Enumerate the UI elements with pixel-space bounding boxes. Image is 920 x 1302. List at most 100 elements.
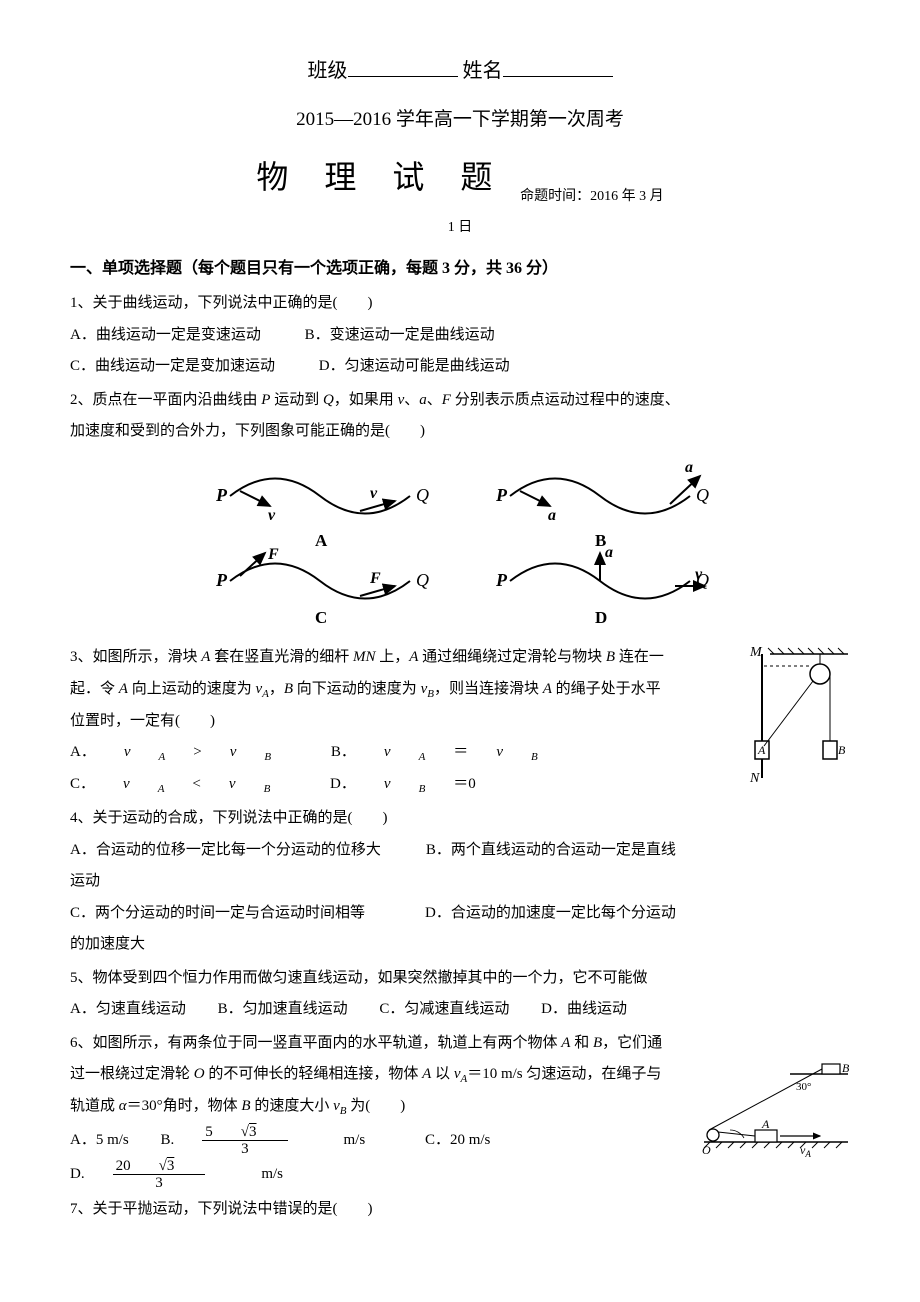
q6-B2: B [241,1098,250,1114]
q6-t8: 的速度大小 [251,1098,334,1114]
q3-s9: 向下运动的速度为 [293,681,421,697]
q3-s7: 向上运动的速度为 [128,681,256,697]
q3-s3: 上， [375,649,409,665]
q6oB-rad: 3 [249,1124,257,1141]
q2-stem: 2、质点在一平面内沿曲线由 P 运动到 Q，如果用 v、a、F 分别表示质点运动… [70,385,850,417]
q6-l1: 6、如图所示，有两条位于同一竖直平面内的水平轨道，轨道上有两个物体 A 和 B，… [70,1028,850,1060]
q6oB-u: m/s [344,1130,366,1151]
q6-O: O [194,1066,205,1082]
q3-line3: 位置时，一定有( ) [70,706,850,738]
q2-t4: 、 [404,392,419,408]
q3-A3: A [119,681,128,697]
q6-alpha: α [119,1098,127,1114]
q3-optD: D．vB＝0 [330,769,504,801]
q1-optB: B．变速运动一定是曲线运动 [305,320,495,352]
q3-s1: 3、如图所示，滑块 [70,649,201,665]
q6-eq: ＝10 m/s 匀速运动，在绳子与 [467,1066,661,1082]
q3oA-s2: B [264,746,271,769]
q5-A: A．匀速直线运动 [70,994,186,1026]
q3oC-pre: C． [70,769,95,801]
q2-F: F [442,392,451,408]
q6oB-num: 5 [205,1124,213,1141]
class-label: 班级 [308,60,348,82]
q6-oA: A．5 m/s [70,1130,129,1151]
q6-t7: ＝30°角时，物体 [127,1098,242,1114]
q6-figure: B O A vA 30° [700,1062,850,1175]
q3-line1: 3、如图所示，滑块 A 套在竖直光滑的细杆 MN 上，A 通过细绳绕过定滑轮与物… [70,642,850,674]
q3oC-rel: < [192,769,200,801]
q3-vBsub: B [427,688,434,700]
q3oB-s2: B [531,746,538,769]
q3-s5: 连在一 [615,649,664,665]
q2D-P: P [495,570,508,590]
q3-s10: ，则当连接滑块 [434,681,543,697]
class-blank [348,56,458,77]
q6-angle: 30° [796,1081,811,1093]
q6-A2: A [422,1066,431,1082]
q6oD-num: 20 [116,1158,131,1175]
q3-M: M [749,645,763,660]
q2A-label: A [315,531,328,550]
q3oB-v2: v [496,737,503,769]
q3oC-v1: v [123,769,130,801]
q3oB-s1: A [419,746,426,769]
q1-optD: D．匀速运动可能是曲线运动 [319,351,510,383]
q6-t5: 以 [431,1066,454,1082]
q2-t3: ，如果用 [334,392,398,408]
q3oA-v2: v [230,737,237,769]
name-label: 姓名 [463,60,503,82]
q3-B: B [838,743,846,757]
q3-s8: ， [269,681,284,697]
q3-s2: 套在竖直光滑的细杆 [210,649,353,665]
q2D-label: D [595,608,607,627]
q6oB-den: 3 [202,1141,287,1158]
q2C-P: P [215,570,228,590]
q6-t2: ，它们通 [602,1035,662,1051]
q3oA-v1: v [124,737,131,769]
q3oD-v: v [384,769,391,801]
q3-s11: 的绳子处于水平 [552,681,661,697]
q2B-Q: Q [696,485,709,505]
q2-t5: 、 [427,392,442,408]
exam-subtitle: 2015—2016 学年高一下学期第一次周考 [70,100,850,140]
q6-t1: 6、如图所示，有两条位于同一竖直平面内的水平轨道，轨道上有两个物体 [70,1035,561,1051]
q4-A: A．合运动的位移一定比每一个分运动的位移大 [70,842,381,858]
q3-opts: A．vA>vB B．vA＝vB C．vA<vB D．vB＝0 [70,737,850,801]
q3oB-v1: v [384,737,391,769]
q4-row2b: 的加速度大 [70,929,850,961]
q5-C: C．匀减速直线运动 [379,994,509,1026]
q2C-F2: F [369,570,381,587]
q2C-Q: Q [416,570,429,590]
q2B-a1: a [548,507,556,524]
q6oD-pre: D. [70,1164,85,1185]
q3oC-v2: v [229,769,236,801]
q3-B2: B [284,681,293,697]
q2C-label: C [315,608,327,627]
q3-optB: B．vA＝vB [331,737,566,769]
q5-stem: 5、物体受到四个恒力作用而做匀速直线运动，如果突然撤掉其中的一个力，它不可能做 [70,963,850,995]
q6-B1: B [593,1035,602,1051]
q1-opts-row1: A．曲线运动一定是变速运动 B．变速运动一定是曲线运动 [70,320,850,352]
q6oB-pre: B. [161,1130,175,1151]
q2B-P: P [495,485,508,505]
q2-t6: 分别表示质点运动过程中的速度、 [451,392,680,408]
q5-opts: A．匀速直线运动 B．匀加速直线运动 C．匀减速直线运动 D．曲线运动 [70,994,850,1026]
name-blank [503,56,613,77]
q2-t1: 2、质点在一平面内沿曲线由 [70,392,261,408]
q2-a: a [419,392,427,408]
q2A-P: P [215,485,228,505]
q2-Q: Q [323,392,334,408]
q2D-a: a [605,544,613,561]
q1-optC: C．曲线运动一定是变加速运动 [70,351,275,383]
q2-diagram: P Q v v A P Q a a B P Q F F C P Q a v D [70,456,850,639]
q3-A4: A [543,681,552,697]
q3oA-rel: > [193,737,201,769]
q4-stem: 4、关于运动的合成，下列说法中正确的是( ) [70,803,850,835]
q3-svg: M N A B [750,646,850,786]
q6-figB: B [842,1061,850,1075]
date-stamp: 命题时间：2016 年 3 月 [520,182,664,211]
q3-figure: M N A B [750,646,850,799]
q2-t2: 运动到 [270,392,323,408]
main-title: 物 理 试 题 [256,144,506,211]
q3-MN: MN [353,649,376,665]
